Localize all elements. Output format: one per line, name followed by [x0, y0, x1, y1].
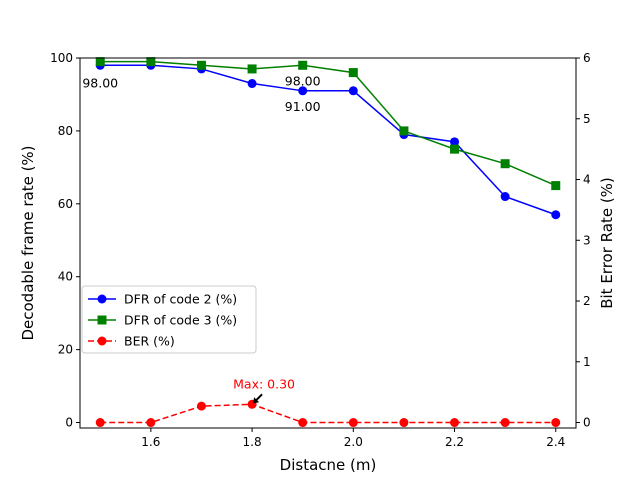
plot-layer: 1.6 1.8 2.0 2.2 2.4 0 20 40 60 80 100 0 1 2 3 4 5 6 98.00 9…: [50, 51, 591, 449]
legend-label-2: DFR of code 3 (%): [124, 313, 237, 328]
series-line-1: [100, 64, 557, 216]
y-right-tick-label: 5: [583, 112, 591, 126]
data-point-series-2: [247, 64, 257, 74]
data-point-series-3: [551, 418, 561, 428]
data-label: 98.00: [82, 75, 118, 90]
data-point-series-1: [500, 192, 510, 202]
y-left-tick-label: 40: [58, 270, 73, 284]
x-axis-label: Distacne (m): [280, 456, 377, 474]
data-point-series-2: [146, 57, 156, 67]
data-point-series-2: [450, 144, 460, 154]
data-point-series-3: [95, 418, 105, 428]
data-point-series-3: [500, 418, 510, 428]
data-point-series-2: [500, 159, 510, 169]
legend-marker-3: [97, 336, 107, 346]
y-left-tick-label: 0: [65, 416, 73, 430]
y-right-tick-label: 3: [583, 233, 591, 247]
data-point-series-1: [348, 86, 358, 96]
x-tick-label: 2.0: [344, 435, 363, 449]
data-point-series-3: [146, 418, 156, 428]
legend: DFR of code 2 (%) DFR of code 3 (%) BER (%…: [81, 285, 257, 354]
y-right-tick-label: 0: [583, 416, 591, 430]
y-right-tick-label: 2: [583, 294, 591, 308]
data-point-series-2: [551, 181, 561, 191]
y-axis-right-label: Bit Error Rate (%): [598, 177, 616, 309]
y-right-tick-label: 1: [583, 355, 591, 369]
data-point-series-2: [298, 60, 308, 70]
x-tick-label: 1.6: [141, 435, 160, 449]
annotation-arrowhead: [253, 397, 260, 404]
data-point-series-2: [399, 126, 409, 136]
series-line-2: [100, 60, 557, 187]
y-right-tick-label: 6: [583, 51, 591, 65]
data-point-series-1: [247, 79, 257, 89]
legend-marker-1: [97, 294, 107, 304]
x-tick-label: 1.8: [243, 435, 262, 449]
data-point-series-3: [348, 418, 358, 428]
legend-box: [81, 285, 257, 354]
y-left-tick-label: 60: [58, 197, 73, 211]
data-point-series-2: [348, 68, 358, 78]
legend-marker-2: [97, 315, 107, 325]
legend-label-3: BER (%): [124, 334, 175, 349]
data-point-series-1: [551, 210, 561, 220]
data-point-series-2: [95, 57, 105, 67]
plot-frame: [79, 57, 577, 429]
y-left-tick-label: 20: [58, 343, 73, 357]
series-line-3: [100, 403, 556, 424]
y-left-tick-label: 100: [50, 51, 73, 65]
legend-label-1: DFR of code 2 (%): [124, 292, 237, 307]
y-left-tick-label: 80: [58, 124, 73, 138]
data-point-series-3: [298, 418, 308, 428]
x-tick-label: 2.4: [546, 435, 565, 449]
data-label: Max: 0.30: [233, 376, 295, 391]
data-point-series-3: [399, 418, 409, 428]
data-point-series-3: [196, 401, 206, 411]
data-point-series-2: [196, 60, 206, 70]
data-point-series-1: [450, 137, 460, 147]
data-point-series-1: [298, 86, 308, 96]
data-point-series-3: [450, 418, 460, 428]
data-label: 91.00: [285, 99, 321, 114]
y-right-tick-label: 4: [583, 173, 591, 187]
y-axis-left-label: Decodable frame rate (%): [19, 145, 37, 340]
data-label: 98.00: [285, 73, 321, 88]
x-tick-label: 2.2: [445, 435, 464, 449]
